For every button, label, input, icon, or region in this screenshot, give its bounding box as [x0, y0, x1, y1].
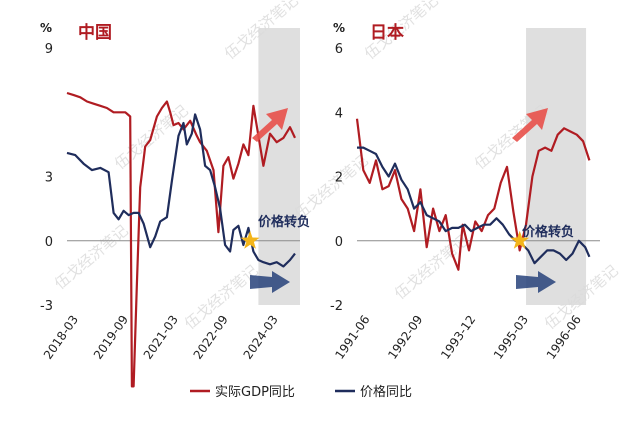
y-tick-label: -3: [40, 299, 53, 314]
annotation-price-negative: 价格转负: [522, 224, 574, 240]
x-ticks: 2018-03 2019-09 2021-03 2022-09 2024-03: [41, 313, 281, 362]
series-line-gdp: [355, 118, 591, 271]
panel-title: 中国: [78, 22, 112, 43]
shaded-region: [526, 28, 587, 305]
x-tick-label: 1995-03: [491, 313, 531, 362]
y-tick-label: 0: [45, 235, 53, 250]
watermark-text: 伍戈经济笔记: [291, 151, 372, 223]
y-tick-label: 9: [45, 42, 53, 57]
legend-label-gdp: 实际GDP同比: [215, 385, 295, 400]
shaded-region: [258, 28, 300, 305]
x-tick-label: 1993-12: [438, 313, 478, 362]
panel-japan: 日本 % 6 4 2 0 -2 1991-06 1992-09 1993-12 1995-03…: [330, 21, 600, 362]
star-marker-icon: [240, 230, 260, 249]
panel-china: 中国 % 9 3 0 -3 2018-03 2019-09 2021-03 2022-09 2…: [40, 21, 310, 388]
x-tick-label: 2024-03: [241, 313, 281, 362]
y-ticks: 9 3 0 -3: [40, 42, 53, 314]
series-line-gdp: [66, 91, 296, 388]
y-tick-label: 2: [335, 171, 343, 186]
x-tick-label: 1992-09: [385, 313, 425, 362]
y-tick-label: 6: [335, 42, 343, 57]
series-lines: [66, 91, 296, 388]
annotation-price-negative: 价格转负: [258, 214, 310, 230]
x-tick-label: 2018-03: [41, 313, 81, 362]
legend: 实际GDP同比 价格同比: [190, 384, 412, 400]
legend-label-price: 价格同比: [360, 384, 412, 400]
red-up-arrow-icon: [252, 108, 288, 142]
y-tick-label: -2: [330, 299, 343, 314]
x-tick-label: 1991-06: [332, 313, 372, 362]
y-tick-label: 0: [335, 235, 343, 250]
blue-right-arrow-icon: [516, 271, 556, 293]
series-line-price: [66, 113, 296, 268]
red-up-arrow-icon: [512, 108, 548, 142]
x-tick-label: 2019-09: [91, 313, 131, 362]
y-unit-label: %: [40, 21, 52, 35]
x-tick-label: 2021-03: [141, 313, 181, 362]
watermark-text: 伍戈经济笔记: [51, 221, 132, 293]
star-marker-icon: [510, 230, 530, 249]
y-ticks: 6 4 2 0 -2: [330, 42, 343, 314]
blue-right-arrow-icon: [250, 271, 290, 293]
series-lines: [355, 118, 591, 271]
y-tick-label: 3: [45, 171, 53, 186]
series-line-price: [357, 146, 591, 265]
y-unit-label: %: [333, 21, 345, 35]
panel-title: 日本: [370, 22, 404, 43]
y-tick-label: 4: [335, 106, 343, 121]
